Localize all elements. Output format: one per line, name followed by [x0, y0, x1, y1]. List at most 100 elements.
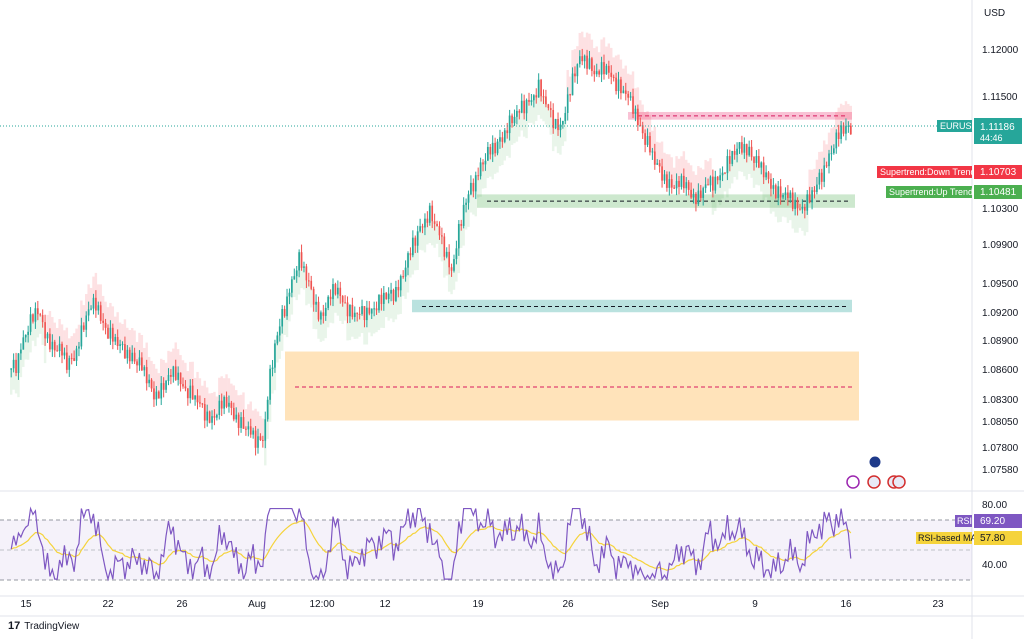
candle-body [329, 296, 332, 300]
candle-body [695, 193, 697, 205]
time-axis[interactable]: 15 22 26 Aug 12:00 12 19 26 Sep 9 16 23 [20, 599, 944, 610]
candle-body [174, 366, 177, 380]
candle-body [772, 185, 775, 189]
time-tick-label: 16 [840, 599, 852, 610]
candle-body [206, 411, 209, 421]
candle-body [104, 322, 107, 328]
candle-body [184, 386, 187, 389]
candle-body [588, 58, 591, 69]
candle-body [312, 288, 315, 305]
candle-body [66, 352, 68, 370]
candle-body [252, 430, 255, 435]
candle-body [646, 136, 649, 145]
candle-body [528, 99, 530, 102]
candle-body [402, 276, 405, 278]
candle-body [170, 375, 172, 377]
us-flag-event-icon-3[interactable] [892, 475, 906, 489]
candle-body [707, 184, 709, 186]
flash-event-icon[interactable] [846, 475, 860, 489]
candle-body [107, 327, 109, 339]
down-trend-tag: Supertrend:Down Trend 1.10703 [877, 165, 1022, 179]
candle-body [322, 312, 325, 316]
candle-body [194, 395, 196, 400]
candle-body [78, 346, 80, 349]
candle-body [428, 205, 431, 223]
candle-body [133, 352, 136, 362]
candle-body [438, 226, 441, 236]
price-axis[interactable]: 1.12000 1.11500 1.10300 1.09900 1.09500 1.092… [982, 45, 1019, 476]
candle-body [724, 172, 726, 174]
candle-body [803, 206, 806, 211]
price-tick-label: 1.08600 [982, 365, 1019, 376]
currency-label: USD [984, 8, 1005, 19]
candle-body [787, 192, 789, 199]
candle-body [53, 341, 56, 351]
candle-body [378, 294, 380, 311]
event-icons[interactable] [846, 455, 906, 489]
candle-body [317, 301, 320, 320]
time-tick-label: 26 [176, 599, 188, 610]
candle-body [213, 416, 216, 418]
candle-body [784, 192, 787, 195]
time-tick-label: Aug [248, 599, 266, 610]
candle-body [298, 252, 300, 271]
candle-body [487, 146, 489, 161]
candle-body [416, 231, 419, 246]
candle-body [29, 314, 32, 332]
candle-body [622, 90, 625, 94]
candle-body [612, 76, 615, 78]
candle-body [257, 436, 259, 448]
candle-body [358, 313, 361, 315]
candle-body [431, 205, 434, 222]
candle-body [70, 358, 73, 360]
candle-body [211, 416, 213, 423]
candle-body [554, 119, 557, 129]
rsi-tick-label: 80.00 [982, 500, 1007, 511]
up-trend-value: 1.10481 [980, 187, 1017, 198]
time-tick-label: 15 [20, 599, 32, 610]
candle-body [351, 304, 354, 317]
candle-body [782, 194, 784, 198]
candle-body [182, 384, 184, 387]
candle-body [203, 404, 206, 421]
candle-body [82, 325, 85, 330]
candle-body [448, 251, 450, 268]
candle-body [387, 293, 390, 300]
rsi-axis[interactable]: 80.00 40.00 [982, 500, 1007, 571]
candle-body [353, 312, 356, 317]
candle-body [124, 344, 126, 359]
candle-body [835, 132, 838, 149]
us-flag-event-icon[interactable] [867, 475, 881, 489]
candle-body [702, 188, 705, 198]
candle-body [591, 58, 593, 71]
price-tick-label: 1.11500 [982, 92, 1018, 103]
candle-body [610, 72, 613, 77]
candle-body [445, 251, 448, 257]
candle-body [349, 304, 351, 317]
candle-body [559, 124, 562, 131]
candle-body [41, 315, 44, 323]
candle-body [397, 286, 400, 291]
candle-body [549, 108, 552, 110]
candle-body [51, 341, 54, 350]
candle-body [138, 357, 141, 366]
candle-body [801, 206, 804, 210]
candle-body [419, 226, 421, 232]
candle-body [794, 199, 796, 209]
globe-event-icon[interactable] [868, 455, 882, 469]
candle-body [547, 104, 550, 109]
candle-body [494, 142, 496, 154]
candle-body [557, 119, 559, 131]
candle-body [160, 383, 163, 399]
rsi-ma-name: RSI-based MA [918, 533, 977, 543]
price-tick-label: 1.12000 [982, 45, 1019, 56]
candle-body [220, 400, 223, 409]
candle-body [823, 165, 826, 182]
candle-body [341, 296, 344, 303]
candle-body [167, 375, 170, 381]
candle-body [595, 71, 598, 75]
candle-body [675, 180, 678, 189]
candle-body [80, 325, 83, 347]
candle-body [791, 192, 794, 209]
